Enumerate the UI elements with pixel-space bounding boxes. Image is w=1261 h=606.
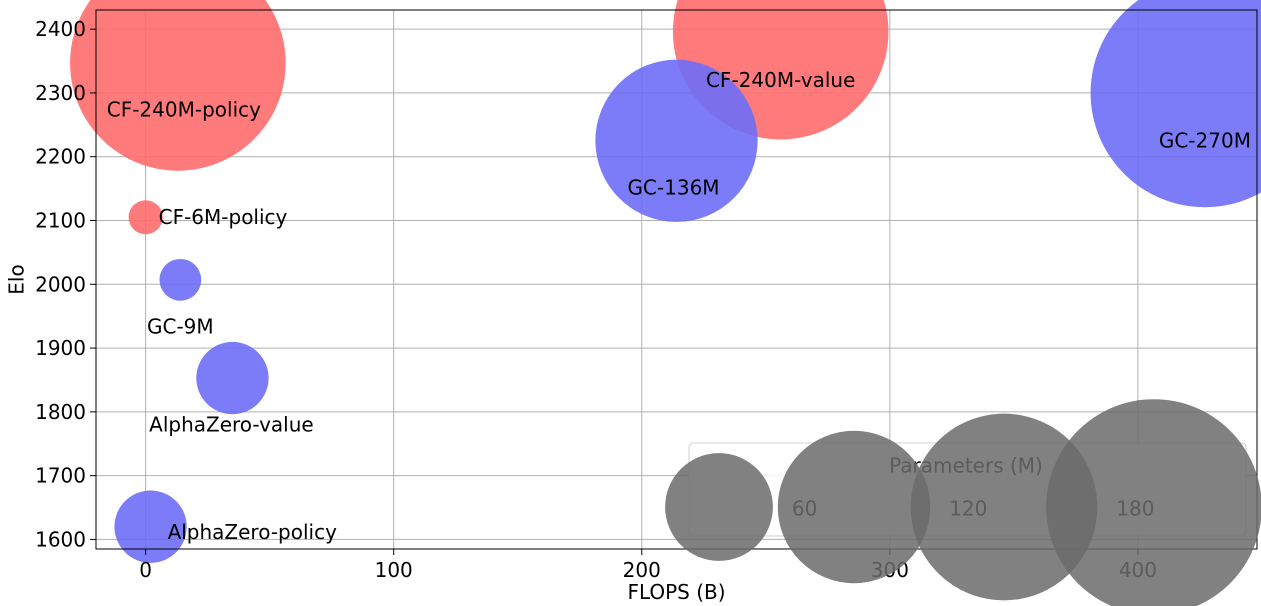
point-labels: CF-240M-value CF-240M-policy GC-270M GC-136…: [107, 68, 1251, 544]
legend-marker-120: [777, 430, 931, 584]
point-gc-270m: [1090, 0, 1261, 208]
size-legend: Parameters (M)60120180240: [665, 399, 1261, 606]
label-cf-240m-value: CF-240M-value: [706, 68, 855, 92]
point-alphazero-value: [196, 341, 269, 415]
y-tick-label: 1600: [35, 527, 86, 551]
y-axis-title: Elo: [5, 264, 29, 294]
x-axis-title: FLOPS (B): [627, 580, 725, 604]
label-gc-136m: GC-136M: [627, 175, 719, 199]
y-tick-label: 2300: [35, 81, 86, 105]
y-tick-label: 2200: [35, 145, 86, 169]
y-axis-ticks: 1600 1700 1800 1900 2000 2100 2200 2300 2400: [35, 17, 96, 551]
y-tick-label: 1700: [35, 464, 86, 488]
x-tick-label: 0: [139, 558, 152, 582]
data-points: [70, 0, 1261, 563]
legend-marker-180: [910, 413, 1098, 601]
label-cf-6m-policy: CF-6M-policy: [159, 205, 288, 229]
x-tick-label: 100: [375, 558, 413, 582]
point-cf-240m-policy: [70, 0, 286, 171]
label-gc-9m: GC-9M: [147, 314, 214, 338]
x-tick-label: 200: [623, 558, 661, 582]
y-tick-label: 2000: [35, 272, 86, 296]
point-gc-9m: [159, 258, 202, 301]
legend-marker-60: [665, 453, 773, 561]
legend-marker-240: [1046, 399, 1261, 606]
y-tick-label: 1900: [35, 336, 86, 360]
point-gc-136m: [595, 59, 758, 222]
label-gc-270m: GC-270M: [1159, 128, 1251, 152]
point-alphazero-policy: [114, 490, 187, 563]
y-tick-label: 2100: [35, 208, 86, 232]
label-alphazero-value: AlphaZero-value: [149, 413, 314, 437]
plot-frame: [95, 9, 1258, 550]
y-tick-label: 1800: [35, 400, 86, 424]
y-tick-label: 2400: [35, 17, 86, 41]
label-alphazero-policy: AlphaZero-policy: [168, 520, 338, 544]
point-cf-6m-policy: [128, 200, 163, 235]
label-cf-240m-policy: CF-240M-policy: [107, 97, 261, 121]
